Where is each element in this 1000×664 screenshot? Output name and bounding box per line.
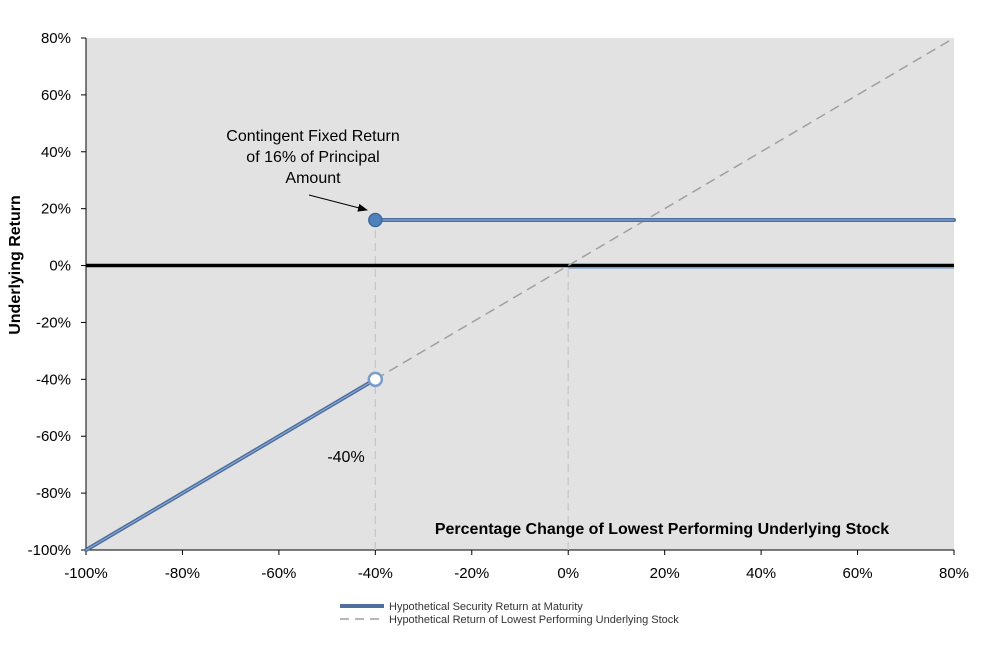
annotation-line-3: Amount — [285, 170, 341, 187]
annotation-line-2: of 16% of Principal — [246, 149, 379, 166]
x-tick-label: 40% — [746, 565, 776, 582]
x-axis-title: Percentage Change of Lowest Performing U… — [435, 521, 889, 538]
security-return-highlight — [85, 378, 376, 551]
x-tick-label: 80% — [939, 565, 969, 582]
y-axis-ticks: 80% 60% 40% 20% 0% -20% -40% -60% -80% -100% — [28, 30, 86, 559]
x-tick-label: 20% — [650, 565, 680, 582]
y-tick-label: 80% — [41, 30, 71, 47]
y-tick-label: 40% — [41, 144, 71, 161]
y-tick-label: -80% — [36, 485, 71, 502]
annotation-arrow — [308, 194, 368, 212]
legend: Hypothetical Security Return at Maturity… — [340, 601, 679, 626]
annotation-line-1: Contingent Fixed Return — [226, 128, 399, 145]
y-tick-label: 60% — [41, 87, 71, 104]
y-tick-label: -40% — [36, 371, 71, 388]
y-tick-label: 0% — [49, 258, 71, 275]
x-tick-label: 60% — [843, 565, 873, 582]
x-tick-label: -100% — [64, 565, 107, 582]
reference-lines — [374, 220, 569, 550]
x-tick-label: -40% — [358, 565, 393, 582]
barrier-label: -40% — [327, 449, 364, 466]
x-tick-label: -20% — [454, 565, 489, 582]
y-tick-label: -100% — [28, 542, 71, 559]
x-tick-label: -60% — [261, 565, 296, 582]
y-tick-label: 20% — [41, 201, 71, 218]
x-tick-label: -80% — [165, 565, 200, 582]
y-axis-title: Underlying Return — [7, 195, 24, 335]
legend-label-stock: Hypothetical Return of Lowest Performing… — [389, 614, 679, 626]
series-layer — [84, 37, 956, 552]
x-tick-label: 0% — [557, 565, 579, 582]
barrier-marker — [367, 371, 384, 388]
fixed-return-marker — [368, 212, 383, 228]
y-tick-label: -20% — [36, 314, 71, 331]
y-tick-label: -60% — [36, 428, 71, 445]
fixed-return-annotation: Contingent Fixed Return of 16% of Princi… — [226, 128, 400, 212]
x-axis-ticks: -100% -80% -60% -40% -20% 0% 20% 40% 60% 80% — [64, 550, 969, 582]
legend-label-security: Hypothetical Security Return at Maturity — [389, 601, 583, 613]
